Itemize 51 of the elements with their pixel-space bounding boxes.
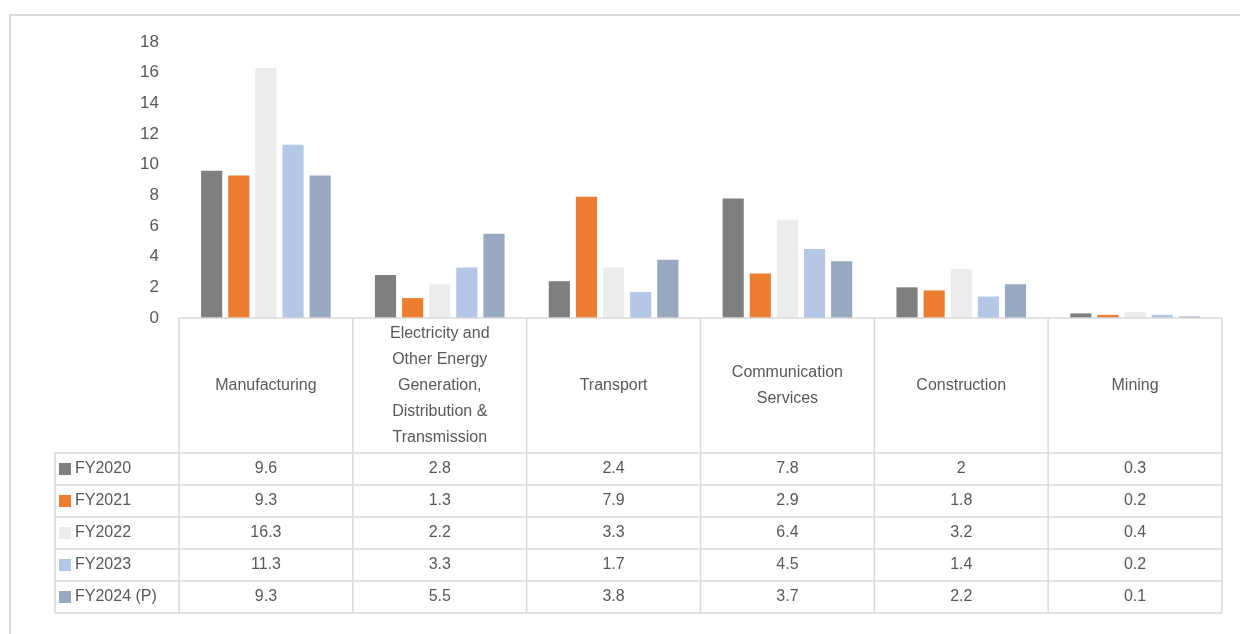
x-tick-label: Construction bbox=[916, 375, 1007, 393]
data-label: 2.9 bbox=[776, 491, 799, 509]
legend-label: FY2021 bbox=[75, 491, 132, 509]
data-label: 16.3 bbox=[250, 523, 282, 541]
y-tick-label: 8 bbox=[149, 185, 159, 205]
data-label: 2.8 bbox=[428, 459, 451, 477]
data-label: 3.7 bbox=[776, 587, 799, 605]
x-tick-label: Electricity and Other Energy Generation, Distribution & Transmission bbox=[389, 323, 490, 445]
legend-label: FY2020 bbox=[75, 459, 132, 477]
data-label: 3.3 bbox=[428, 555, 451, 573]
data-label: 7.8 bbox=[776, 459, 799, 477]
data-label: 9.6 bbox=[254, 459, 278, 477]
y-tick-label: 10 bbox=[140, 154, 159, 174]
data-label: 0.4 bbox=[1123, 523, 1147, 541]
x-tick-label: Communication Services bbox=[731, 362, 843, 406]
data-label: 3.2 bbox=[950, 523, 973, 541]
x-tick-label: Mining bbox=[1111, 375, 1159, 393]
data-label: 11.3 bbox=[250, 555, 281, 573]
data-label: 2.2 bbox=[428, 523, 451, 541]
x-tick-label: Manufacturing bbox=[215, 375, 317, 393]
data-label: 0.1 bbox=[1123, 587, 1147, 605]
legend-label: FY2024 (P) bbox=[75, 587, 157, 605]
y-tick-label: 14 bbox=[140, 93, 159, 113]
data-label: 1.3 bbox=[428, 491, 451, 509]
data-label: 0.3 bbox=[1123, 459, 1147, 477]
y-tick-label: 4 bbox=[149, 246, 159, 266]
data-label: 2.4 bbox=[602, 459, 625, 477]
y-tick-label: 18 bbox=[140, 31, 159, 51]
data-label: 9.3 bbox=[254, 587, 278, 605]
y-tick-label: 12 bbox=[140, 123, 159, 143]
data-label: 3.3 bbox=[602, 523, 625, 541]
data-label: 4.5 bbox=[776, 555, 799, 573]
legend-label: FY2023 bbox=[75, 555, 132, 573]
x-tick-label: Transport bbox=[579, 375, 649, 393]
y-tick-label: 0 bbox=[149, 307, 159, 327]
legend-label: FY2022 bbox=[75, 523, 132, 541]
y-tick-label: 16 bbox=[140, 62, 159, 82]
data-label: 5.5 bbox=[428, 587, 451, 605]
data-label: 9.3 bbox=[254, 491, 278, 509]
data-label: 6.4 bbox=[776, 523, 799, 541]
data-label: 1.4 bbox=[950, 555, 973, 573]
data-label: 0.2 bbox=[1123, 555, 1147, 573]
data-label: 7.9 bbox=[602, 491, 625, 509]
data-label: 1.8 bbox=[950, 491, 973, 509]
y-tick-label: 6 bbox=[149, 215, 159, 235]
data-label: 2.2 bbox=[950, 587, 973, 605]
data-label: 0.2 bbox=[1123, 491, 1147, 509]
data-label: 3.8 bbox=[602, 587, 625, 605]
y-tick-label: 2 bbox=[149, 277, 159, 297]
data-label: 1.7 bbox=[602, 555, 625, 573]
data-label: 2 bbox=[956, 459, 966, 477]
